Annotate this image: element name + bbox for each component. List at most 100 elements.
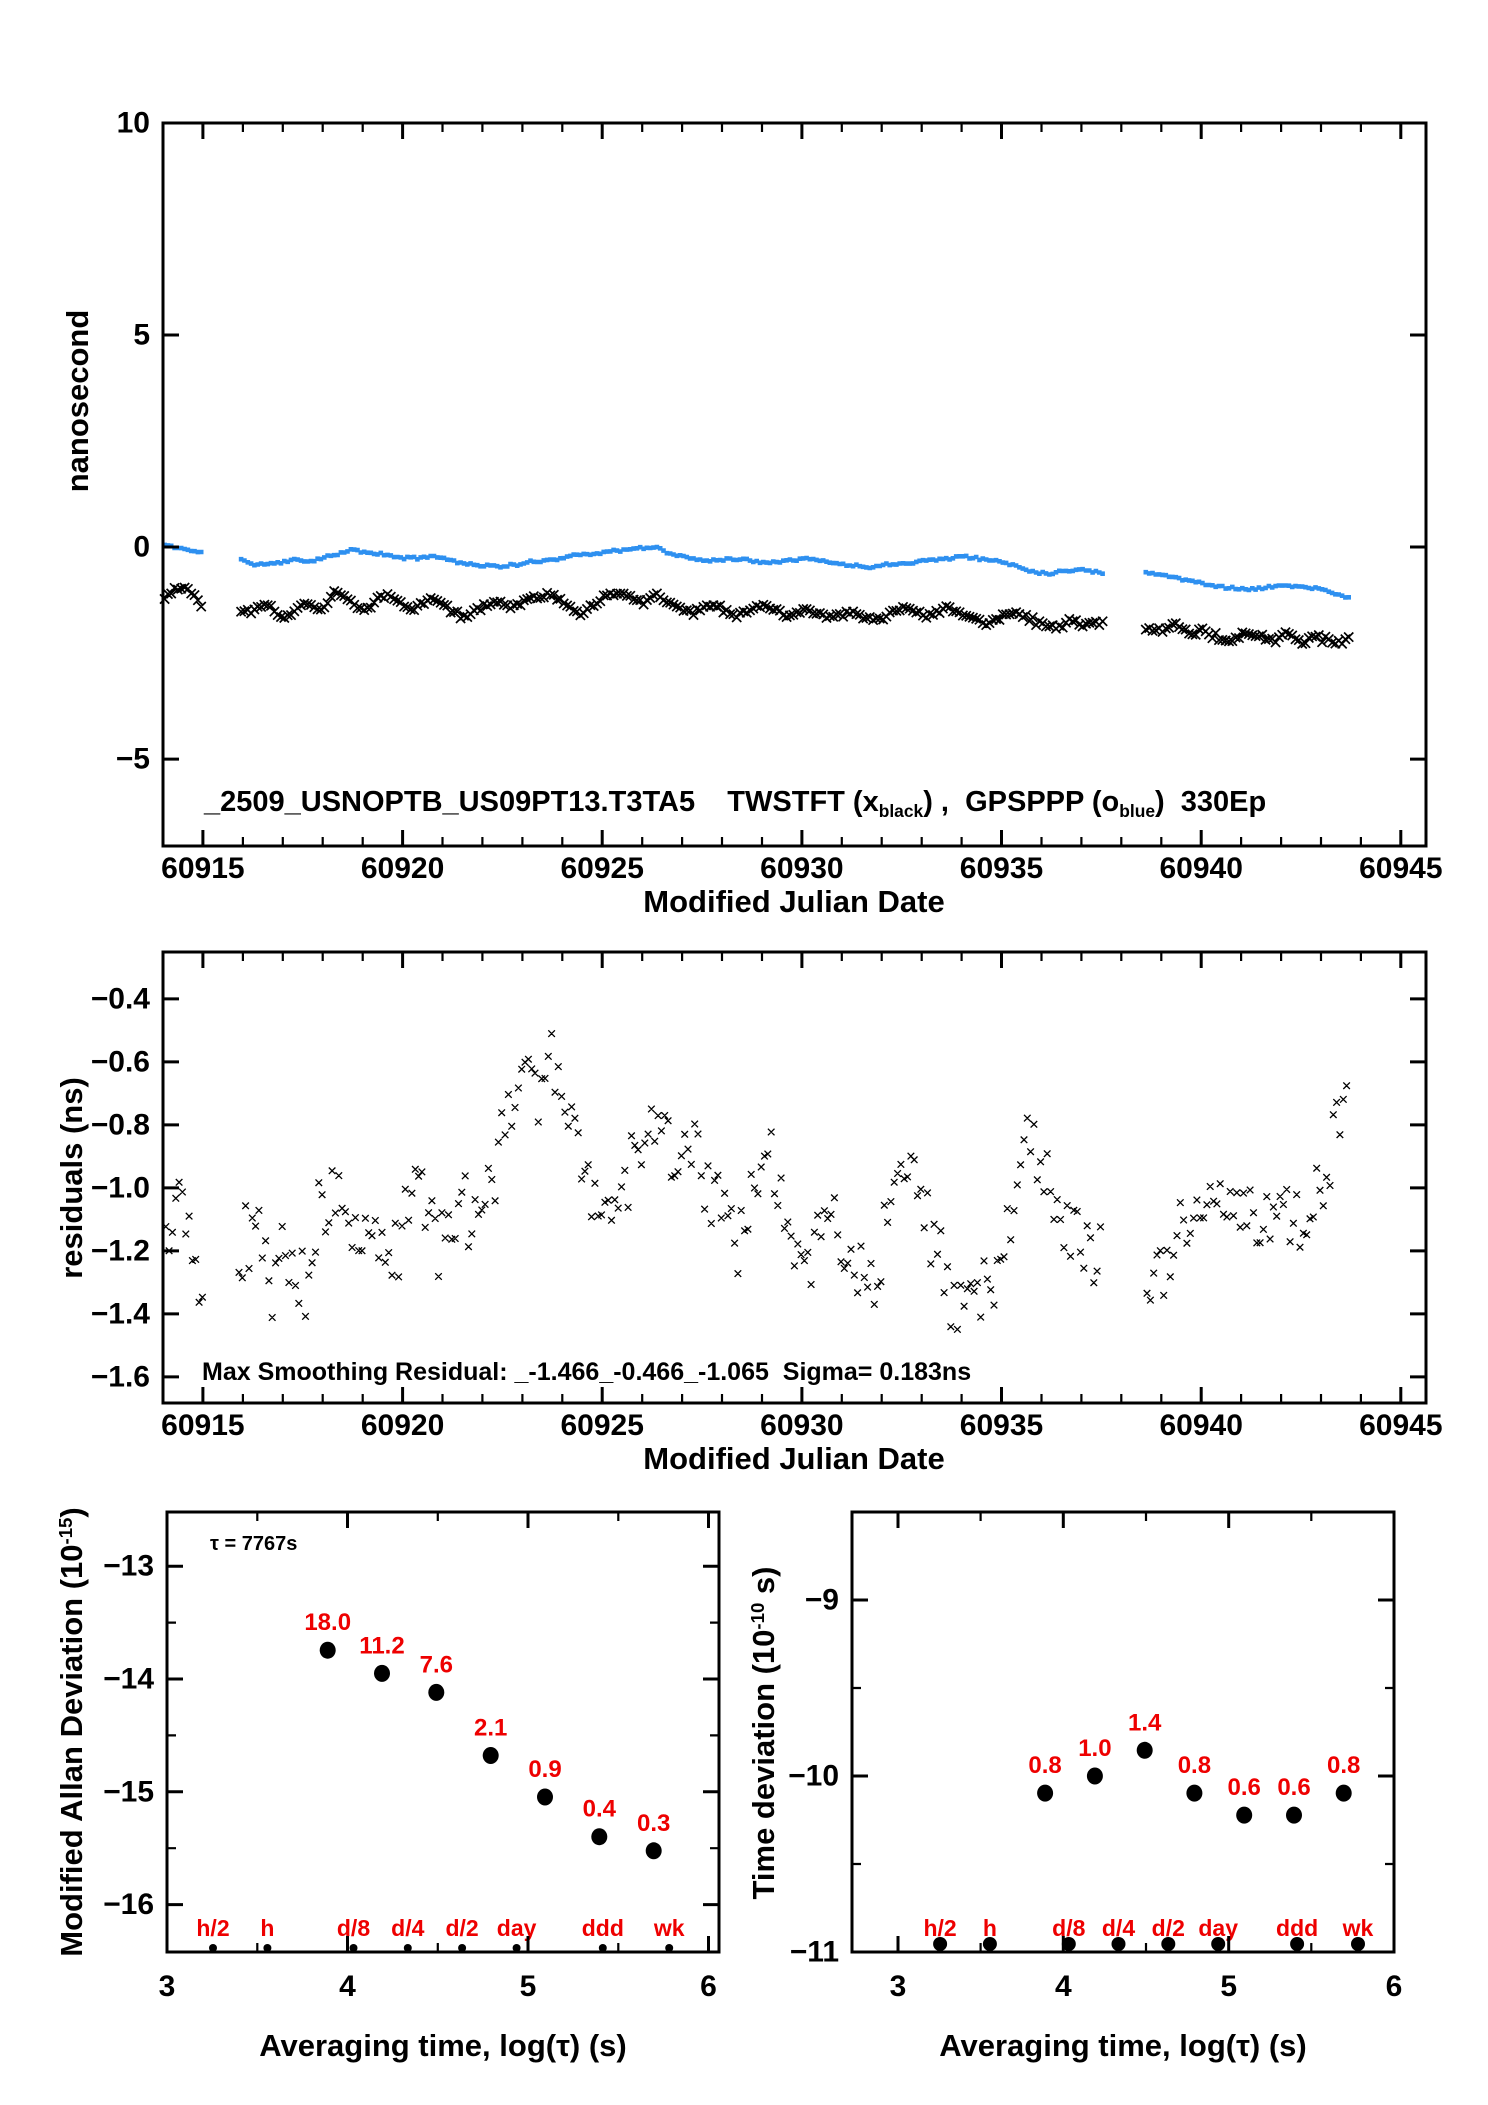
point-value-label: 7.6 <box>420 1651 453 1678</box>
x-tick-label: 6 <box>1386 1970 1403 2003</box>
tau-marker-dot <box>403 1944 412 1952</box>
x-tick-label: 60915 <box>161 852 244 885</box>
y-tick-label: 10 <box>117 107 150 140</box>
y-tick-label: −15 <box>103 1775 154 1808</box>
major-ticks <box>163 952 1426 1403</box>
data-dot <box>319 1641 336 1659</box>
data-dot <box>1236 1806 1253 1824</box>
residuals-black-points <box>162 1029 1351 1334</box>
x-tick-label: 4 <box>339 1970 356 2003</box>
residual-annotation: Max Smoothing Residual: _-1.466_-0.466_-… <box>202 1358 972 1386</box>
x-tick-label: 60920 <box>361 1409 444 1442</box>
y-tick-label: −11 <box>790 1936 839 1969</box>
tau-marker-label: ddd <box>1276 1915 1318 1941</box>
data-dot <box>1186 1784 1203 1802</box>
tau-marker-dot <box>1061 1937 1076 1951</box>
tau-marker-dot <box>598 1944 607 1952</box>
x-tick-label: 60945 <box>1359 852 1442 885</box>
axes-box <box>161 950 1428 1405</box>
x-tick-label: 60930 <box>760 1409 843 1442</box>
title-sub-blue: blue <box>1119 801 1156 822</box>
y-tick-label: −1.2 <box>91 1234 150 1267</box>
data-dot <box>537 1788 553 1806</box>
tau-marker-label: day <box>1198 1915 1238 1941</box>
y-tick-label: −10 <box>788 1760 839 1793</box>
tau-annotation: τ = 7767s <box>210 1533 298 1555</box>
x-tick-label: 60935 <box>960 852 1043 885</box>
point-value-label: 11.2 <box>359 1632 404 1659</box>
tau-marker-dot <box>458 1944 467 1952</box>
x-tick-label: 60915 <box>161 1409 244 1442</box>
panel-mdev: 18.0 11.2 7.6 2.1 0.9 0.4 0.3 h/2 h d/8 d/4 d/2 day d… <box>103 1510 721 2003</box>
tau-marker-label: day <box>497 1915 537 1941</box>
ylabel-part: Time deviation (10 <box>746 1629 782 1900</box>
ylabel-sup: -10 <box>747 1602 768 1630</box>
data-dot <box>482 1747 499 1764</box>
data-dot <box>1286 1806 1302 1824</box>
minor-ticks <box>241 123 1362 846</box>
tau-marker-label: h/2 <box>923 1915 956 1941</box>
y-tick-label: −5 <box>116 743 150 776</box>
tau-marker-label: wk <box>653 1915 685 1941</box>
major-ticks <box>852 1512 1396 1954</box>
residuals-xaxis-title: Modified Julian Date <box>643 1441 945 1476</box>
mdev-xaxis-title: Averaging time, log(τ) (s) <box>259 2028 627 2063</box>
x-tick-label: 5 <box>520 1970 537 2003</box>
panel-residuals: 60915 60920 60925 60930 60935 60940 60945 −0.4 −… <box>91 950 1443 1442</box>
data-dot <box>428 1683 445 1701</box>
tau-marker-label: d/2 <box>1152 1915 1185 1941</box>
ylabel-part: Modified Allan Deviation (10 <box>54 1544 90 1957</box>
point-value-label: 1.0 <box>1078 1735 1111 1762</box>
top-yaxis-title: nanosecond <box>60 309 95 493</box>
axes-box <box>850 1510 1396 1954</box>
tau-marker-dot <box>1211 1937 1226 1951</box>
tau-marker-dot <box>982 1937 997 1951</box>
point-value-label: 0.6 <box>1277 1774 1310 1801</box>
tau-marker-dot <box>665 1944 674 1952</box>
tdev-xaxis-title: Averaging time, log(τ) (s) <box>939 2028 1307 2063</box>
tau-marker-dot <box>512 1944 521 1952</box>
panel-top: 60915 60920 60925 60930 60935 60940 60945 10 5 0 −… <box>116 107 1443 886</box>
tau-marker-label: d/4 <box>1102 1915 1135 1941</box>
tau-marker-label: d/4 <box>391 1915 424 1941</box>
x-tick-label: 3 <box>159 1970 176 2003</box>
tau-marker-dot <box>209 1944 217 1952</box>
y-tick-label: −9 <box>805 1584 839 1617</box>
title-part: _2509_USNOPTB_US09PT13.T3TA5 TWSTFT (x <box>204 786 879 818</box>
x-tick-label: 60925 <box>560 852 643 885</box>
mdev-yaxis-title: Modified Allan Deviation (10-15) <box>45 1382 90 2082</box>
ylabel-sup: -15 <box>55 1517 76 1545</box>
gpsppp-blue-points <box>162 542 1351 600</box>
minor-ticks <box>852 1512 1394 1952</box>
axes-box <box>161 121 1428 848</box>
data-dot <box>1037 1784 1054 1802</box>
x-tick-label: 60935 <box>960 1409 1043 1442</box>
x-tick-label: 6 <box>700 1970 717 2003</box>
data-dot <box>1136 1741 1153 1759</box>
major-ticks <box>163 121 1426 846</box>
minor-ticks <box>241 952 1362 1403</box>
point-value-label: 2.1 <box>474 1715 507 1742</box>
y-tick-label: −0.8 <box>91 1108 150 1141</box>
title-sub-black: black <box>878 801 924 822</box>
y-tick-label: −1.4 <box>91 1297 151 1330</box>
title-part: ) , GPSPPP (o <box>923 786 1120 818</box>
major-ticks <box>165 1512 719 1952</box>
x-tick-label: 3 <box>890 1970 907 2003</box>
data-dot <box>1086 1767 1103 1785</box>
title-part: ) 330Ep <box>1155 786 1267 818</box>
x-tick-label: 4 <box>1055 1970 1072 2003</box>
tau-marker-dot <box>1161 1937 1176 1951</box>
ylabel-part: s) <box>746 1566 782 1603</box>
y-tick-label: −1.0 <box>91 1171 150 1204</box>
axes-box <box>165 1510 721 1954</box>
x-tick-label: 60940 <box>1159 852 1242 885</box>
twstft-black-points <box>159 582 1354 650</box>
point-value-label: 0.9 <box>528 1756 561 1783</box>
data-dot <box>374 1664 390 1682</box>
y-tick-label: 5 <box>133 319 150 352</box>
x-tick-label: 60945 <box>1359 1409 1442 1442</box>
tau-marker-label: d/8 <box>337 1915 370 1941</box>
